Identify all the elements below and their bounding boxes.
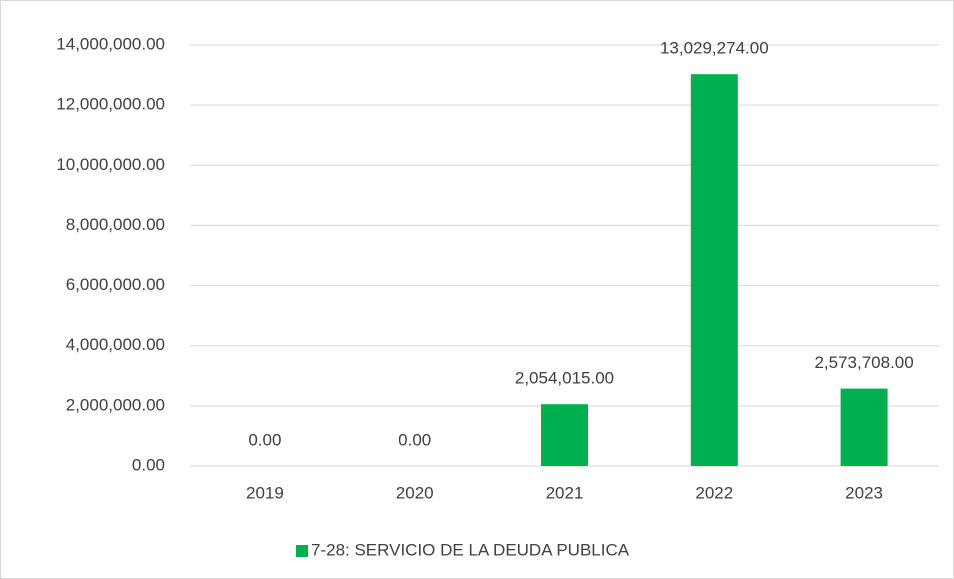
data-label: 2,054,015.00 [515, 369, 614, 388]
y-tick-label: 6,000,000.00 [66, 275, 165, 294]
bar [690, 74, 738, 467]
data-label: 0.00 [398, 430, 431, 449]
y-tick-label: 8,000,000.00 [66, 215, 165, 234]
y-tick-label: 2,000,000.00 [66, 395, 165, 414]
legend-label: 7-28: SERVICIO DE LA DEUDA PUBLICA [311, 540, 630, 559]
data-label: 2,573,708.00 [814, 353, 913, 372]
x-tick-label: 2020 [396, 483, 434, 502]
y-tick-label: 0.00 [132, 455, 165, 474]
data-label: 0.00 [248, 430, 281, 449]
y-tick-label: 14,000,000.00 [56, 34, 165, 53]
bar [541, 404, 588, 466]
y-tick-label: 10,000,000.00 [56, 155, 165, 174]
x-tick-label: 2019 [246, 483, 284, 502]
y-tick-label: 12,000,000.00 [56, 95, 165, 114]
y-tick-label: 4,000,000.00 [66, 335, 165, 354]
data-label: 13,029,274.00 [660, 39, 769, 58]
legend-swatch [296, 545, 308, 557]
x-tick-label: 2022 [695, 483, 733, 502]
bar [840, 388, 888, 466]
x-tick-label: 2021 [546, 483, 584, 502]
x-tick-label: 2023 [845, 483, 883, 502]
